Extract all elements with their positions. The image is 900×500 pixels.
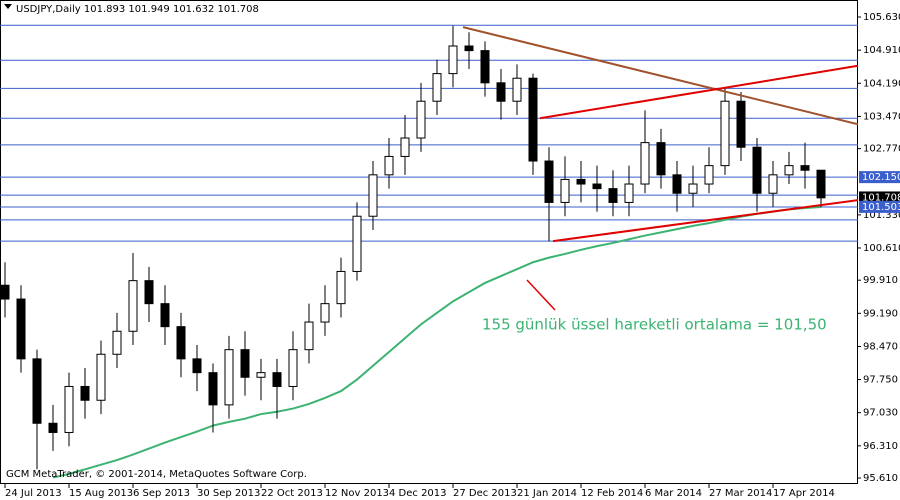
candle-body (688, 183, 698, 194)
candle-body (128, 280, 138, 332)
candle-body (800, 165, 810, 171)
chart-title: USDJPY,Daily 101.893 101.949 101.632 101… (16, 4, 259, 15)
candle-body (640, 142, 650, 185)
annotation-pointer (526, 279, 556, 311)
candle-body (624, 183, 634, 203)
x-tick-label: 12 Feb 2014 (581, 488, 643, 499)
price-marker (859, 171, 900, 184)
candle-body (304, 321, 314, 351)
annotation: 155 günlük üssel hareketli ortalama = 10… (482, 316, 827, 334)
y-tick-label: 99.910 (863, 275, 898, 286)
candle-body (16, 298, 26, 360)
candle-body (528, 77, 538, 162)
candle-body (672, 174, 682, 194)
candle-body (736, 100, 746, 148)
price-marker-label: 101.708 (862, 192, 900, 203)
price-marker-label: 101.503 (862, 202, 900, 213)
plot-frame (0, 0, 858, 484)
candle-body (48, 422, 58, 433)
candle-body (240, 349, 250, 378)
candle-body (608, 188, 618, 203)
y-tick-label: 102.770 (863, 144, 900, 155)
x-tick-label: 15 Aug 2013 (69, 488, 133, 499)
candle-body (320, 303, 330, 323)
menu-arrow (4, 4, 12, 9)
candle-body (32, 358, 42, 424)
plot-area (0, 24, 858, 479)
candle-body (64, 385, 74, 433)
candle-body (256, 372, 266, 378)
candle-body (560, 178, 570, 203)
y-tick-label: 97.750 (863, 375, 898, 386)
x-tick-label: 27 Dec 2013 (453, 488, 517, 499)
candle-body (784, 165, 794, 176)
x-tick-label: 30 Sep 2013 (197, 488, 260, 499)
candle-body (288, 349, 298, 387)
candle-body (336, 270, 346, 305)
candle-body (208, 372, 218, 406)
y-tick-label: 103.470 (863, 111, 900, 122)
candle-body (768, 174, 778, 194)
candle-body (816, 169, 826, 199)
price-marker (859, 191, 900, 204)
x-tick-label: 17 Apr 2014 (773, 488, 835, 499)
trendline (552, 199, 858, 243)
price-marker (859, 200, 900, 213)
y-tick-label: 99.190 (863, 308, 898, 319)
y-tick-label: 101.330 (863, 210, 900, 221)
candle-body (272, 372, 282, 387)
price-marker-label: 102.150 (862, 172, 900, 183)
candle-body (112, 330, 122, 355)
candle-body (448, 45, 458, 75)
x-tick-label: 4 Dec 2013 (389, 488, 447, 499)
candle-body (464, 45, 474, 52)
candle-body (480, 50, 490, 84)
candle-body (512, 77, 522, 102)
candle-body (352, 215, 362, 272)
candle-body (368, 174, 378, 217)
x-tick-label: 6 Mar 2014 (645, 488, 702, 499)
trendline (462, 26, 858, 126)
candle-body (160, 303, 170, 328)
ema-line (52, 206, 822, 479)
candle-body (544, 160, 554, 203)
y-tick-label: 98.470 (863, 341, 898, 352)
x-tick-label: 12 Nov 2013 (325, 488, 389, 499)
y-tick-label: 100.610 (863, 243, 900, 254)
y-tick-label: 96.310 (863, 441, 898, 452)
candle-body (720, 100, 730, 167)
x-tick-label: 22 Oct 2013 (261, 488, 323, 499)
x-tick-label: 21 Jan 2014 (517, 488, 577, 499)
candle-body (496, 82, 506, 102)
y-tick-label: 97.030 (863, 408, 898, 419)
candle-body (0, 284, 10, 300)
candle-body (192, 358, 202, 374)
footer: GCM MetaTrader, © 2001-2014, MetaQuotes … (6, 469, 307, 480)
candle-body (224, 349, 234, 406)
y-tick-label: 104.910 (863, 45, 900, 56)
axes: 105.630 104.910 104.190 103.470 102.770 101.3… (4, 12, 900, 499)
candle-body (752, 146, 762, 194)
y-tick-label: 105.630 (863, 12, 900, 23)
candle-body (656, 142, 666, 176)
y-tick-label: 104.190 (863, 78, 900, 89)
x-tick-label: 27 Mar 2014 (709, 488, 772, 499)
candle-body (592, 183, 602, 190)
candle-body (400, 137, 410, 157)
candle-body (576, 178, 586, 185)
x-tick-label: 6 Sep 2013 (133, 488, 190, 499)
candle-body (96, 353, 106, 401)
trendline (539, 64, 858, 120)
candle-body (80, 385, 90, 401)
candle-body (432, 73, 442, 102)
x-tick-label: 24 Jul 2013 (5, 488, 62, 499)
y-tick-label: 95.610 (863, 473, 898, 484)
candle-body (384, 155, 394, 176)
candle-body (144, 280, 154, 305)
candle-body (704, 165, 714, 185)
candle-body (176, 326, 186, 360)
candle-body (416, 100, 426, 139)
